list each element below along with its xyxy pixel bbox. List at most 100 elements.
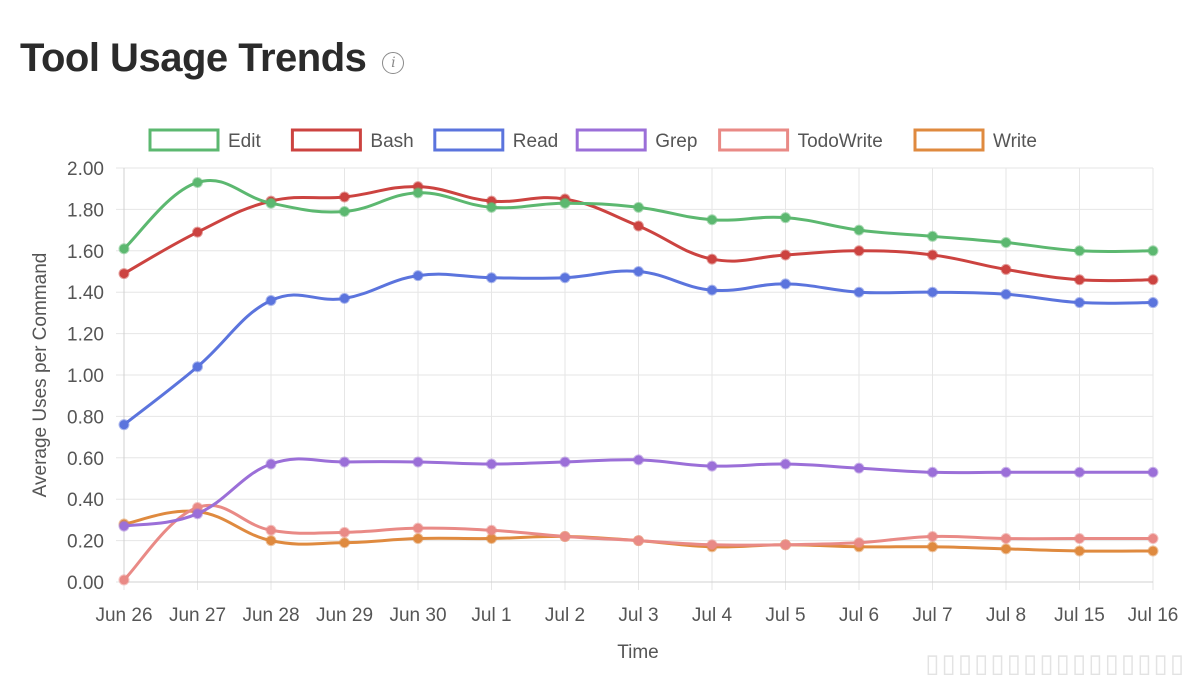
data-point-todowrite[interactable]	[559, 530, 571, 542]
legend-item-grep[interactable]: Grep	[575, 128, 697, 152]
legend-item-bash[interactable]: Bash	[290, 128, 414, 152]
data-point-todowrite[interactable]	[1000, 533, 1012, 545]
data-point-bash[interactable]	[1147, 274, 1159, 286]
data-point-grep[interactable]	[559, 456, 571, 468]
data-point-write[interactable]	[927, 541, 938, 553]
legend-label-edit: Edit	[228, 131, 261, 152]
data-point-write[interactable]	[265, 535, 277, 547]
data-point-read[interactable]	[339, 292, 350, 304]
data-point-grep[interactable]	[706, 460, 718, 472]
data-point-bash[interactable]	[633, 220, 644, 232]
data-point-grep[interactable]	[265, 458, 277, 470]
x-tick-label: Jul 15	[1054, 605, 1105, 626]
data-point-edit[interactable]	[192, 176, 203, 188]
data-point-grep[interactable]	[927, 466, 938, 478]
data-point-grep[interactable]	[192, 508, 203, 520]
data-point-edit[interactable]	[339, 205, 350, 217]
legend-item-todowrite[interactable]: TodoWrite	[718, 128, 883, 152]
data-point-edit[interactable]	[118, 243, 130, 255]
data-point-read[interactable]	[192, 361, 203, 373]
data-point-edit[interactable]	[1147, 245, 1159, 257]
x-axis-title: Time	[617, 642, 659, 663]
legend-label-write: Write	[993, 131, 1037, 152]
data-point-read[interactable]	[1147, 297, 1159, 309]
data-point-edit[interactable]	[927, 230, 938, 242]
data-point-grep[interactable]	[412, 456, 424, 468]
data-point-read[interactable]	[412, 270, 424, 282]
data-point-edit[interactable]	[780, 212, 791, 224]
legend-item-edit[interactable]: Edit	[148, 128, 261, 152]
data-point-write[interactable]	[1074, 545, 1085, 557]
info-icon[interactable]: i	[382, 51, 405, 74]
data-point-grep[interactable]	[780, 458, 791, 470]
data-point-read[interactable]	[559, 272, 571, 284]
data-point-read[interactable]	[927, 286, 938, 298]
legend-item-write[interactable]: Write	[913, 128, 1037, 152]
x-tick-label: Jul 8	[986, 605, 1026, 626]
data-point-grep[interactable]	[1000, 466, 1012, 478]
data-point-write[interactable]	[339, 537, 350, 549]
data-point-bash[interactable]	[1000, 263, 1012, 275]
data-point-edit[interactable]	[1000, 237, 1012, 249]
data-point-bash[interactable]	[706, 253, 718, 265]
data-point-todowrite[interactable]	[412, 522, 424, 534]
data-point-bash[interactable]	[927, 249, 938, 261]
data-point-todowrite[interactable]	[265, 524, 277, 536]
data-point-write[interactable]	[1147, 545, 1159, 557]
data-point-read[interactable]	[486, 272, 497, 284]
y-tick-label: 1.20	[67, 325, 104, 346]
data-point-grep[interactable]	[1147, 466, 1159, 478]
data-point-bash[interactable]	[339, 191, 350, 203]
y-tick-label: 0.40	[67, 490, 104, 511]
data-point-edit[interactable]	[559, 197, 571, 209]
data-point-bash[interactable]	[1074, 274, 1085, 286]
data-point-read[interactable]	[780, 278, 791, 290]
data-point-grep[interactable]	[118, 520, 130, 532]
x-tick-label: Jun 28	[242, 605, 299, 626]
data-point-todowrite[interactable]	[706, 539, 718, 551]
data-point-grep[interactable]	[486, 458, 497, 470]
data-point-read[interactable]	[633, 266, 644, 277]
data-point-read[interactable]	[1000, 288, 1012, 300]
data-point-edit[interactable]	[412, 187, 424, 199]
data-point-bash[interactable]	[118, 268, 130, 280]
data-point-grep[interactable]	[633, 454, 644, 466]
data-point-edit[interactable]	[706, 214, 718, 226]
data-point-write[interactable]	[412, 533, 424, 545]
y-axis-ticks: 0.00 0.20 0.40 0.60 0.80 1.00 1.20 1.40 1.60 1.80…	[67, 159, 104, 594]
x-tick-label: Jul 1	[471, 605, 511, 626]
data-point-read[interactable]	[1074, 297, 1085, 309]
data-point-todowrite[interactable]	[927, 530, 938, 542]
data-point-read[interactable]	[853, 286, 865, 298]
data-point-edit[interactable]	[633, 201, 644, 213]
y-tick-label: 0.60	[67, 449, 104, 470]
data-point-read[interactable]	[265, 294, 277, 306]
data-point-edit[interactable]	[486, 201, 497, 213]
data-point-bash[interactable]	[853, 245, 865, 257]
data-point-grep[interactable]	[1074, 466, 1085, 478]
x-tick-label: Jul 5	[765, 605, 805, 626]
data-point-grep[interactable]	[853, 462, 865, 474]
data-point-todowrite[interactable]	[633, 535, 644, 547]
data-point-bash[interactable]	[192, 226, 203, 238]
legend-label-read: Read	[513, 131, 558, 152]
data-point-read[interactable]	[706, 284, 718, 296]
data-point-todowrite[interactable]	[118, 574, 130, 586]
data-point-todowrite[interactable]	[1147, 533, 1159, 545]
data-point-todowrite[interactable]	[780, 539, 791, 551]
data-point-todowrite[interactable]	[1074, 533, 1085, 545]
legend-item-read[interactable]: Read	[433, 128, 558, 152]
data-point-bash[interactable]	[780, 249, 791, 261]
data-point-read[interactable]	[118, 419, 130, 431]
data-point-edit[interactable]	[1074, 245, 1085, 257]
data-point-edit[interactable]	[853, 224, 865, 236]
series-lines	[118, 176, 1159, 586]
x-tick-label: Jul 7	[912, 605, 952, 626]
data-point-todowrite[interactable]	[486, 524, 497, 536]
data-point-write[interactable]	[1000, 543, 1012, 555]
data-point-edit[interactable]	[265, 197, 277, 209]
x-tick-label: Jul 16	[1128, 605, 1179, 626]
data-point-todowrite[interactable]	[339, 526, 350, 538]
data-point-todowrite[interactable]	[853, 537, 865, 549]
data-point-grep[interactable]	[339, 456, 350, 468]
